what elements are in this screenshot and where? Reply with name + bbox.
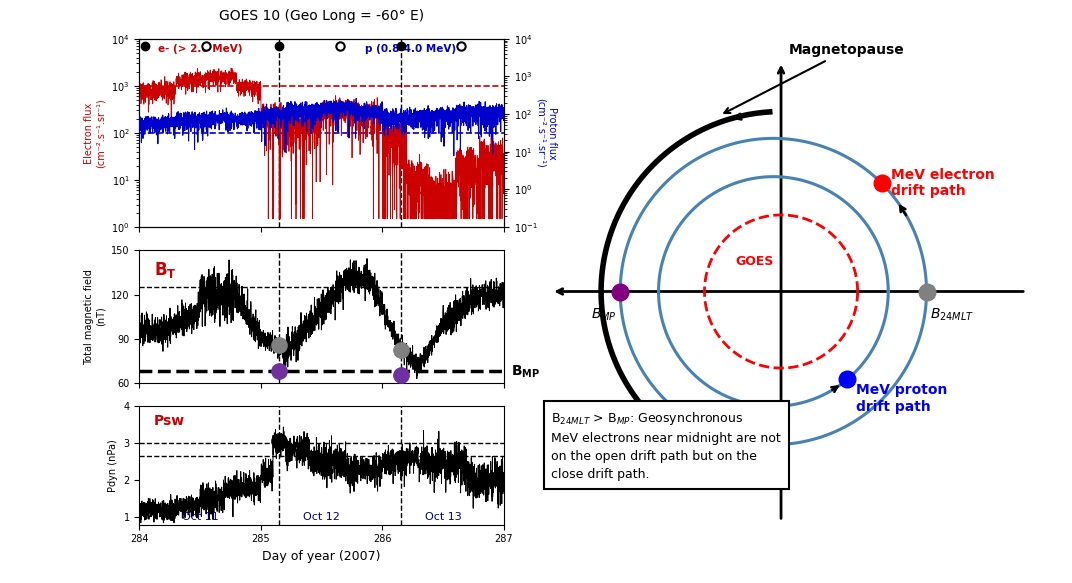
Text: $\mathbf{B_T}$: $\mathbf{B_T}$ xyxy=(154,259,177,280)
Text: $\mathbf{B_{MP}}$: $\mathbf{B_{MP}}$ xyxy=(511,364,540,381)
Text: Oct 12: Oct 12 xyxy=(303,512,340,522)
Y-axis label: Electron flux
(cm⁻².s⁻¹.sr⁻¹): Electron flux (cm⁻².s⁻¹.sr⁻¹) xyxy=(84,98,106,168)
Text: e- (> 2.0 MeV): e- (> 2.0 MeV) xyxy=(158,44,242,54)
Y-axis label: Total magnetic field
(nT): Total magnetic field (nT) xyxy=(84,269,105,364)
Y-axis label: Pdyn (nPa): Pdyn (nPa) xyxy=(108,439,118,492)
Text: GOES: GOES xyxy=(735,255,774,268)
Text: p (0.8-4.0 MeV): p (0.8-4.0 MeV) xyxy=(366,44,457,54)
Text: $B_{24MLT}$: $B_{24MLT}$ xyxy=(930,306,974,323)
Text: B$_{24MLT}$ > B$_{MP}$: Geosynchronous
MeV electrons near midnight are not
on th: B$_{24MLT}$ > B$_{MP}$: Geosynchronous M… xyxy=(551,410,781,481)
Text: GOES 10 (Geo Long = -60° E): GOES 10 (Geo Long = -60° E) xyxy=(219,9,425,23)
Text: MeV proton
drift path: MeV proton drift path xyxy=(857,383,948,413)
Text: $B_{MP}$: $B_{MP}$ xyxy=(591,306,616,323)
Text: MeV electron
drift path: MeV electron drift path xyxy=(891,168,995,198)
Text: Psw: Psw xyxy=(154,415,185,429)
Y-axis label: Proton flux
(cm⁻².s⁻¹.sr⁻¹): Proton flux (cm⁻².s⁻¹.sr⁻¹) xyxy=(535,98,556,168)
X-axis label: Day of year (2007): Day of year (2007) xyxy=(263,550,381,563)
Text: Oct 13: Oct 13 xyxy=(425,512,461,522)
Text: Oct 11: Oct 11 xyxy=(182,512,219,522)
Text: Magnetopause: Magnetopause xyxy=(725,43,905,113)
